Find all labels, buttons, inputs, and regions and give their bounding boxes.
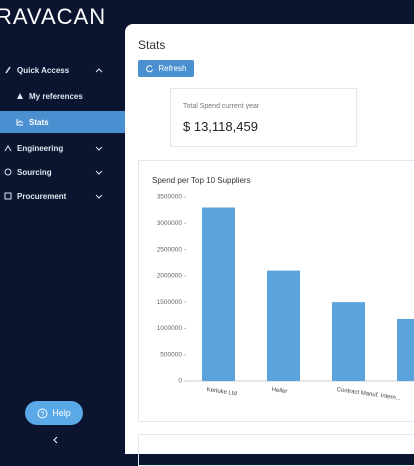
chevron <box>95 170 103 175</box>
menu-group[interactable]: Engineering <box>0 137 125 159</box>
refresh-label: Refresh <box>158 64 187 73</box>
kpi-card: Total Spend current year $ 13,118,459 <box>170 88 357 147</box>
x-tick-label: Heller <box>271 387 287 395</box>
page-title: Stats <box>138 38 166 52</box>
chart-card: Spend per Top 10 Suppliers 0 500000 100000… <box>138 160 414 422</box>
x-tick-label: Kerluke Ltd <box>206 387 237 397</box>
kpi-label: Total Spend current year <box>183 103 260 110</box>
help-button[interactable]: ? Help <box>25 401 83 425</box>
y-tick-label: 0 <box>178 378 182 385</box>
menu-label: Stats <box>29 117 49 127</box>
bar <box>267 270 300 381</box>
icon <box>4 168 12 176</box>
icon <box>4 192 12 200</box>
chart: Spend per Top 10 Suppliers 0 500000 100000… <box>152 176 414 402</box>
bar <box>397 318 414 381</box>
svg-text:?: ? <box>41 411 45 418</box>
y-tick-label: 1500000 <box>157 299 183 306</box>
collapse[interactable] <box>52 436 60 444</box>
screen: RAVACAN Quick Access My references Stats… <box>0 4 414 466</box>
icon: ? <box>37 408 48 418</box>
y-tick-label: 1000000 <box>157 325 183 332</box>
refresh-button[interactable]: Refresh <box>138 60 194 77</box>
chart-title: Spend per Top 10 Suppliers <box>152 176 251 185</box>
chevron <box>95 194 103 199</box>
menu-group[interactable]: Sourcing <box>0 161 125 183</box>
bar <box>202 207 235 381</box>
menu-label: Sourcing <box>17 167 52 177</box>
menu-label: Quick Access <box>17 65 70 75</box>
icon <box>146 65 154 73</box>
menu-label: Engineering <box>17 143 64 153</box>
y-tick-label: 2500000 <box>157 246 183 253</box>
icon <box>4 145 12 152</box>
menu-label: Procurement <box>17 191 67 201</box>
bar <box>332 302 365 381</box>
chevron <box>95 146 103 151</box>
card <box>138 434 414 466</box>
menu-item[interactable]: My references <box>0 85 125 107</box>
help-label: Help <box>52 408 71 418</box>
chevron <box>95 68 103 73</box>
y-tick-label: 3000000 <box>157 220 183 227</box>
y-tick-label: 3500000 <box>157 194 183 201</box>
menu-group[interactable]: Quick Access <box>0 59 125 81</box>
y-tick-label: 2000000 <box>157 273 183 280</box>
menu-item-active[interactable]: Stats <box>0 111 125 133</box>
y-tick-label: 500000 <box>160 351 182 358</box>
icon <box>5 66 11 74</box>
icon <box>17 93 23 99</box>
menu-label: My references <box>29 91 83 101</box>
icon <box>16 119 24 126</box>
logo: RAVACAN <box>0 4 107 29</box>
kpi-value: $ 13,118,459 <box>183 119 258 134</box>
menu-group[interactable]: Procurement <box>0 185 125 207</box>
x-tick-label: Contract Manuf. Intern... <box>336 387 401 402</box>
main-panel <box>125 24 414 454</box>
